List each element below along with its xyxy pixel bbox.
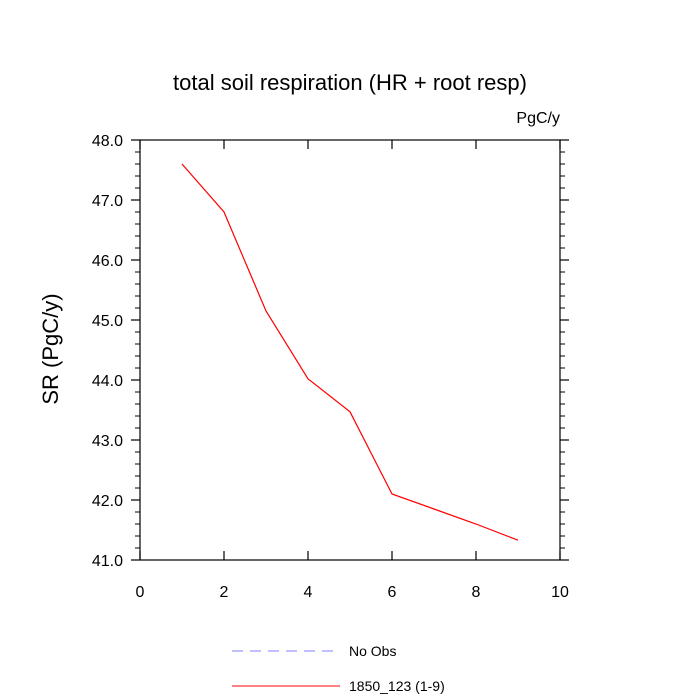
x-tick-label: 6 [388,584,397,601]
legend-label-1850-123: 1850_123 (1-9) [349,678,445,694]
x-tick-label: 10 [551,584,569,601]
x-tick-label: 0 [136,584,145,601]
y-tick-label: 45.0 [92,313,123,330]
series-line [181,163,519,541]
y-axis-label: SR (PgC/y) [38,293,63,404]
legend-label-no-obs: No Obs [349,643,396,659]
axis-ticks [131,139,569,561]
y-tick-label: 41.0 [92,553,123,570]
y-tick-label: 42.0 [92,493,123,510]
legend: No Obs 1850_123 (1-9) [232,643,445,694]
y-tick-label: 43.0 [92,433,123,450]
y-tick-label: 48.0 [92,133,123,150]
x-tick-label: 8 [472,584,481,601]
x-tick-label: 4 [304,584,313,601]
tick-labels: 0 2 4 6 8 10 41.0 42.0 43.0 44.0 45.0 46.0 47.0 48.0 [92,133,569,601]
series-lines [181,163,519,541]
units-label: PgC/y [516,110,560,127]
y-tick-label: 47.0 [92,193,123,210]
x-tick-label: 2 [220,584,229,601]
y-tick-label: 46.0 [92,253,123,270]
y-tick-label: 44.0 [92,373,123,390]
plot-frame [139,139,561,561]
chart-title: total soil respiration (HR + root resp) [173,70,527,95]
